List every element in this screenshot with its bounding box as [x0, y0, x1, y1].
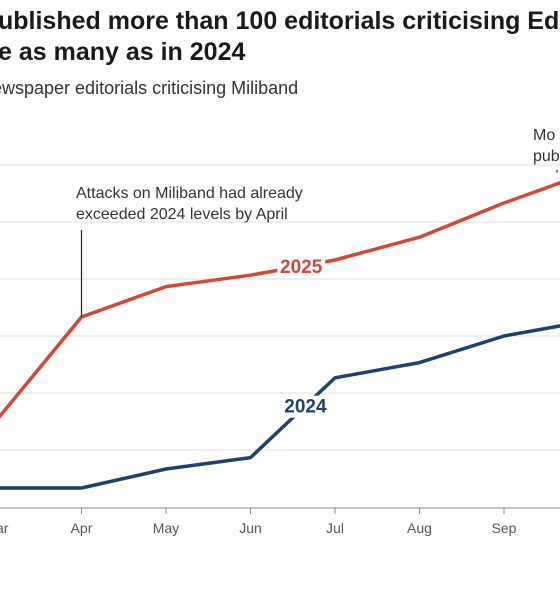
x-tick-label: Sep: [492, 520, 517, 536]
series-label-bg-2024: [281, 395, 330, 418]
x-tick-label: Jul: [326, 520, 344, 536]
x-tick-label: ar: [0, 520, 9, 536]
series-label-2024: 2024: [284, 397, 327, 418]
x-tick-label: Jun: [239, 520, 262, 536]
chart-title-line-2: e as many as in 2024: [0, 38, 246, 66]
chart-title: ublished more than 100 editorials critic…: [0, 6, 560, 68]
chart-subtitle: ewspaper editorials criticising Miliband: [0, 78, 299, 98]
chart-title-line-1: ublished more than 100 editorials critic…: [0, 7, 560, 35]
x-tick-label: May: [153, 520, 179, 536]
annotation-april-line-1: Attacks on Miliband had already: [76, 185, 303, 202]
annotation-october-line-2: pub: [533, 148, 560, 165]
x-tick-label: Apr: [71, 520, 93, 536]
series-line-2024: [0, 324, 560, 490]
annotation-october-line-1: Mo: [533, 127, 555, 144]
series-label-2025: 2025: [280, 257, 323, 278]
series-label-bg-2025: [277, 256, 326, 279]
x-tick-label: Aug: [407, 520, 432, 536]
annotation-april-line-2: exceeded 2024 levels by April: [76, 206, 288, 223]
